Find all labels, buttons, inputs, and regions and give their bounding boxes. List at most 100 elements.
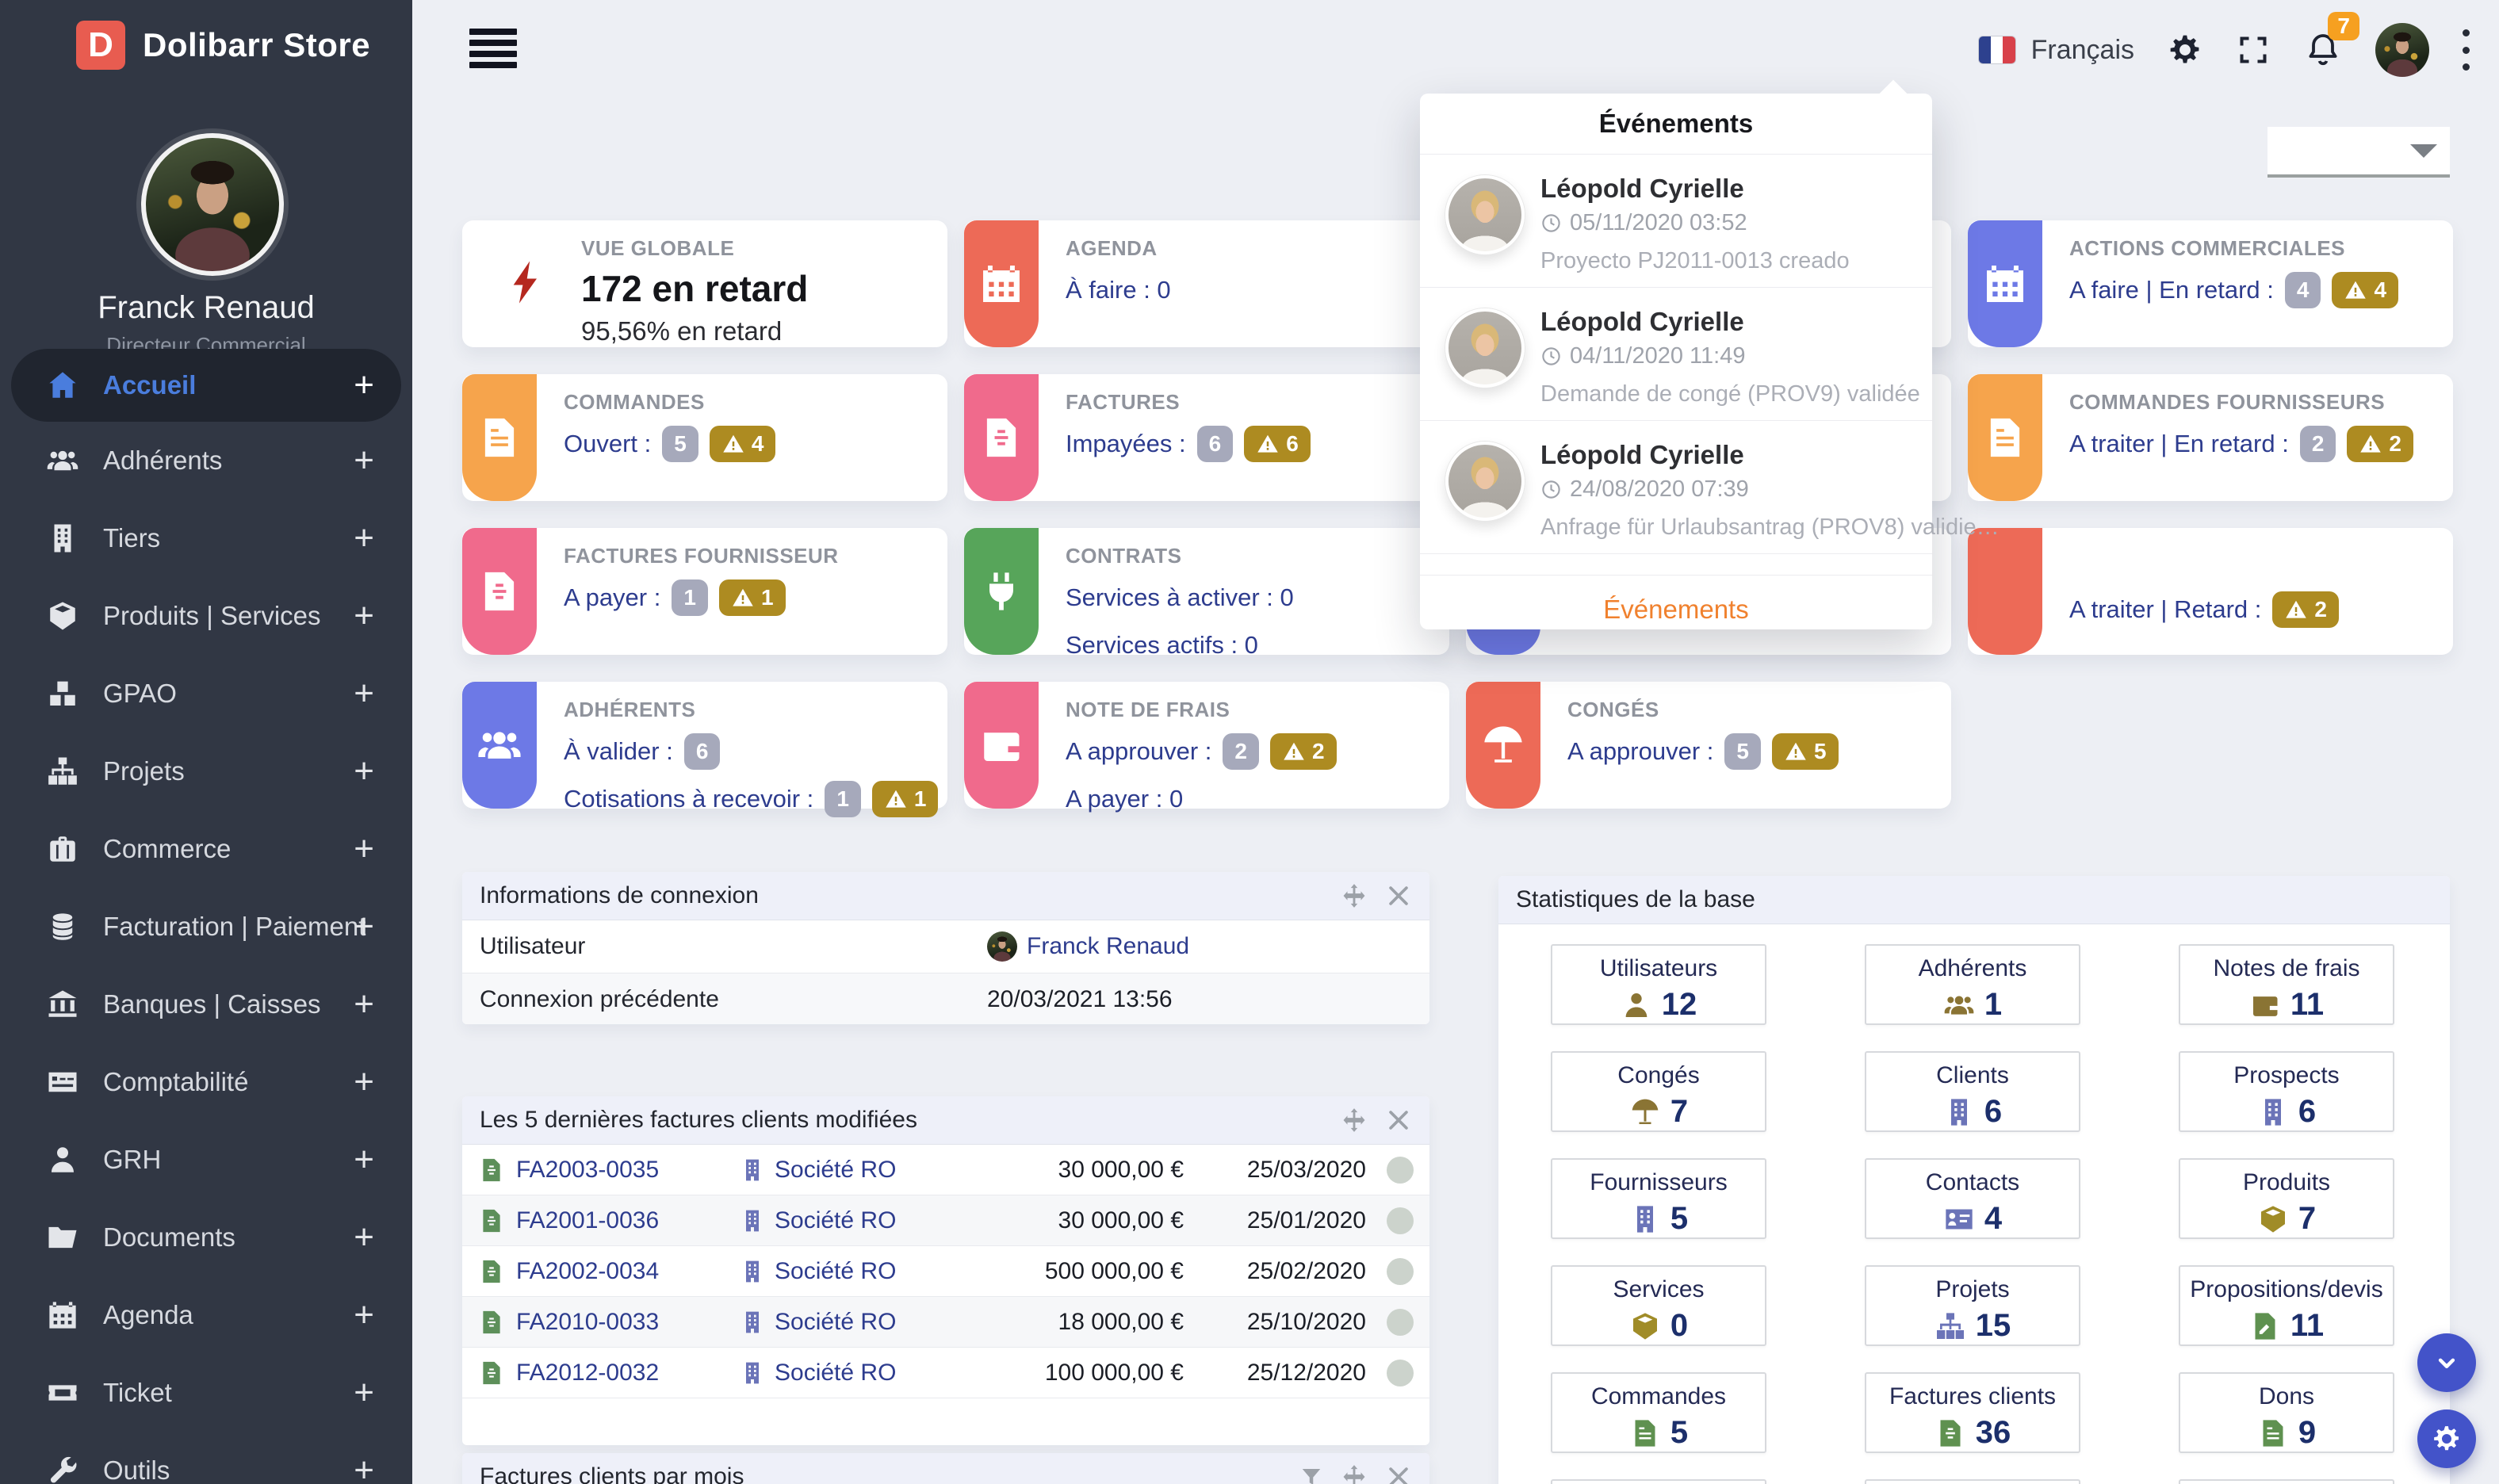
close-icon[interactable] [1385, 882, 1412, 909]
sidebar-item-accueil[interactable]: Accueil + [11, 349, 401, 422]
stat-prospects[interactable]: Prospects 6 [2179, 1051, 2394, 1132]
card-expeditions[interactable]: A traiter | Retard : 2 [1968, 528, 2453, 655]
invoice-row[interactable]: FA2003-0035 Société RO 30 000,00 € 25/03… [462, 1145, 1429, 1195]
close-icon[interactable] [1385, 1107, 1412, 1134]
count-badge[interactable]: 5 [1724, 733, 1761, 770]
card-line[interactable]: A payer : [564, 583, 661, 611]
count-badge[interactable]: 2 [1223, 733, 1259, 770]
card-adherents[interactable]: ADHÉRENTS À valider : 6 Cotisations à re… [462, 682, 947, 817]
late-warning-badge[interactable]: 4 [709, 426, 776, 462]
count-badge[interactable]: 4 [2284, 272, 2321, 308]
stat-commandes[interactable]: Commandes 5 [1551, 1372, 1766, 1453]
stat-produits[interactable]: Produits 7 [2179, 1158, 2394, 1239]
card-actions-commerciales[interactable]: ACTIONS COMMERCIALES A faire | En retard… [1968, 220, 2453, 347]
plus-icon[interactable]: + [354, 1451, 374, 1484]
invoice-ref-link[interactable]: FA2001-0036 [516, 1207, 660, 1233]
plus-icon[interactable]: + [354, 596, 374, 635]
card-factures-fournisseur[interactable]: FACTURES FOURNISSEUR A payer : 1 1 [462, 528, 947, 655]
card-conges[interactable]: CONGÉS A approuver : 5 5 [1466, 682, 1951, 809]
events-footer-link[interactable]: Événements [1603, 595, 1749, 624]
plus-icon[interactable]: + [354, 1295, 374, 1334]
invoice-row[interactable]: FA2002-0034 Société RO 500 000,00 € 25/0… [462, 1246, 1429, 1297]
plus-icon[interactable]: + [354, 365, 374, 404]
stat-services[interactable]: Services 0 [1551, 1265, 1766, 1346]
late-warning-badge[interactable]: 4 [2332, 272, 2399, 308]
card-contrats[interactable]: CONTRATS Services à activer : 0 Services… [964, 528, 1449, 659]
count-badge[interactable]: 1 [825, 781, 861, 817]
count-badge[interactable]: 2 [2299, 426, 2336, 462]
move-icon[interactable] [1341, 1463, 1368, 1484]
card-line[interactable]: A approuver : [1066, 737, 1212, 765]
sidebar-item-agenda[interactable]: Agenda + [0, 1276, 412, 1354]
plus-icon[interactable]: + [354, 674, 374, 713]
event-item[interactable]: Léopold Cyrielle 05/11/2020 03:52 Proyec… [1420, 155, 1932, 288]
stat-projets[interactable]: Projets 15 [1865, 1265, 2080, 1346]
filter-icon[interactable] [1299, 1465, 1323, 1484]
card-line[interactable]: A payer : 0 [1066, 785, 1184, 813]
event-item[interactable]: Léopold Cyrielle 04/11/2020 11:49 Demand… [1420, 288, 1932, 421]
close-icon[interactable] [1385, 1463, 1412, 1484]
card-line[interactable]: À faire : 0 [1066, 276, 1171, 304]
stat-contacts[interactable]: Contacts 4 [1865, 1158, 2080, 1239]
plus-icon[interactable]: + [354, 441, 374, 480]
topbar-avatar[interactable] [2375, 23, 2429, 77]
sidebar-item-outils[interactable]: Outils + [0, 1432, 412, 1484]
settings-gear-icon[interactable] [2168, 33, 2202, 67]
card-line[interactable]: Services actifs : 0 [1066, 631, 1258, 659]
company-link[interactable]: Société RO [775, 1257, 897, 1284]
late-warning-badge[interactable]: 2 [1269, 733, 1337, 770]
plus-icon[interactable]: + [354, 752, 374, 790]
event-item[interactable]: Léopold Cyrielle 24/08/2020 07:39 Anfrag… [1420, 421, 2000, 554]
card-line[interactable]: A faire | En retard : [2069, 276, 2274, 304]
invoice-ref-link[interactable]: FA2010-0033 [516, 1308, 660, 1335]
late-warning-badge[interactable]: 6 [1244, 426, 1311, 462]
stat-clients[interactable]: Clients 6 [1865, 1051, 2080, 1132]
stat-notes-de-frais[interactable]: Notes de frais 11 [2179, 944, 2394, 1025]
late-warning-badge[interactable]: 5 [1771, 733, 1839, 770]
invoice-row[interactable]: FA2012-0032 Société RO 100 000,00 € 25/1… [462, 1348, 1429, 1398]
invoice-ref-link[interactable]: FA2003-0035 [516, 1156, 660, 1183]
card-agenda[interactable]: AGENDA À faire : 0 [964, 220, 1449, 347]
language-label[interactable]: Français [2030, 34, 2134, 65]
user-avatar[interactable] [141, 133, 284, 276]
card-vue-globale[interactable]: VUE GLOBALE 172 en retard 95,56% en reta… [462, 220, 947, 347]
france-flag-icon[interactable] [1978, 36, 2015, 63]
plus-icon[interactable]: + [354, 518, 374, 557]
plus-icon[interactable]: + [354, 1140, 374, 1179]
scroll-down-button[interactable] [2417, 1333, 2476, 1392]
plus-icon[interactable]: + [354, 829, 374, 868]
sidebar-item-documents[interactable]: Documents + [0, 1199, 412, 1276]
sidebar-item-facturation[interactable]: Facturation | Paiement + [0, 888, 412, 966]
late-warning-badge[interactable]: 2 [2347, 426, 2413, 462]
move-icon[interactable] [1341, 882, 1368, 909]
sidebar-item-ticket[interactable]: Ticket + [0, 1354, 412, 1432]
card-line[interactable]: Services à activer : 0 [1066, 583, 1294, 611]
card-line[interactable]: A approuver : [1567, 737, 1714, 765]
card-line[interactable]: A traiter | Retard : [2069, 595, 2262, 623]
count-badge[interactable]: 1 [672, 579, 708, 616]
stat-propositions[interactable]: Propositions/devis 11 [2179, 1265, 2394, 1346]
brand[interactable]: D Dolibarr Store [76, 21, 370, 70]
stat-adherents[interactable]: Adhérents 1 [1865, 944, 2080, 1025]
plus-icon[interactable]: + [354, 985, 374, 1023]
move-icon[interactable] [1341, 1107, 1368, 1134]
stat-factures-clients[interactable]: Factures clients 36 [1865, 1372, 2080, 1453]
stat-conges[interactable]: Congés 7 [1551, 1051, 1766, 1132]
notifications-bell[interactable]: 7 [2304, 12, 2359, 69]
company-link[interactable]: Société RO [775, 1207, 897, 1233]
sidebar-item-comptabilite[interactable]: Comptabilité + [0, 1043, 412, 1121]
card-note-de-frais[interactable]: NOTE DE FRAIS A approuver : 2 2 A payer … [964, 682, 1449, 813]
sidebar-item-commerce[interactable]: Commerce + [0, 810, 412, 888]
card-factures[interactable]: FACTURES Impayées : 6 6 [964, 374, 1449, 501]
card-line[interactable]: Impayées : [1066, 430, 1186, 457]
card-line[interactable]: Ouvert : [564, 430, 652, 457]
company-link[interactable]: Société RO [775, 1359, 897, 1386]
sidebar-item-projets[interactable]: Projets + [0, 732, 412, 810]
company-link[interactable]: Société RO [775, 1156, 897, 1183]
more-options-icon[interactable] [2463, 29, 2470, 71]
sidebar-item-grh[interactable]: GRH + [0, 1121, 412, 1199]
invoice-ref-link[interactable]: FA2012-0032 [516, 1359, 660, 1386]
invoice-row[interactable]: FA2010-0033 Société RO 18 000,00 € 25/10… [462, 1297, 1429, 1348]
card-line[interactable]: Cotisations à recevoir : [564, 785, 814, 813]
late-warning-badge[interactable]: 1 [871, 781, 939, 817]
